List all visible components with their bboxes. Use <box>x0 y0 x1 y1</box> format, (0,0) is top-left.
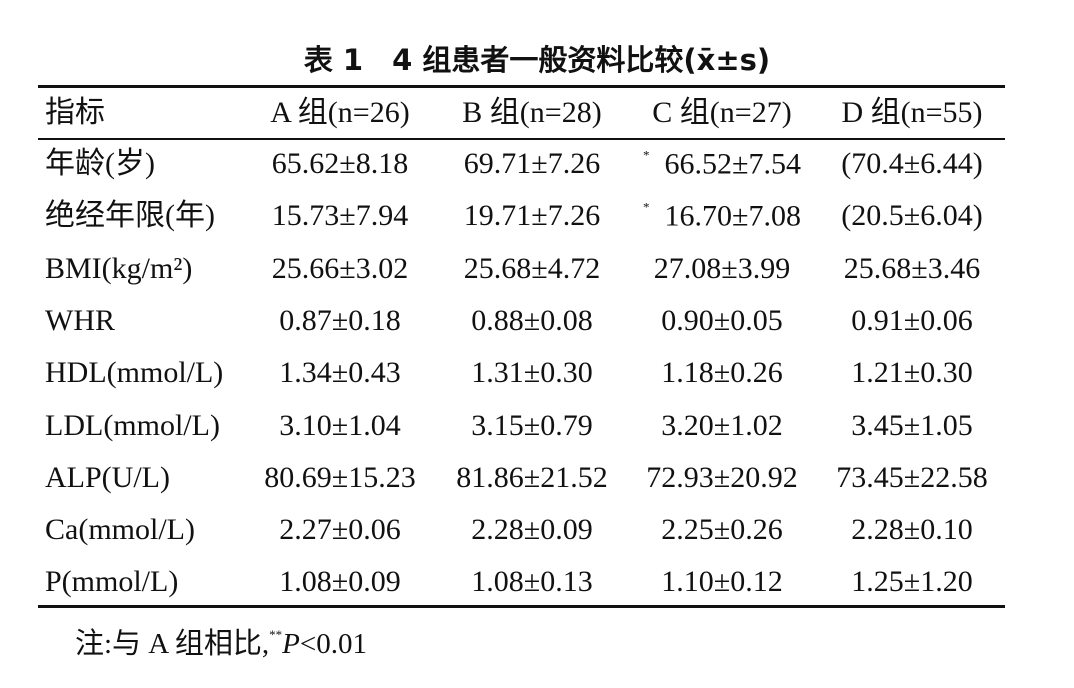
significance-mark: * <box>643 147 650 163</box>
data-cell: 3.10±1.04 <box>279 408 401 442</box>
cell-text: 16.70±7.08 <box>664 199 801 233</box>
row-label: P(mmol/L) <box>45 565 179 599</box>
table-note: 注:与 A 组相比,**P<0.01 <box>75 628 367 659</box>
data-cell: 25.68±4.72 <box>463 251 601 285</box>
header-cell: D 组(n=55) <box>841 96 983 129</box>
data-cell: 2.28±0.10 <box>851 513 973 547</box>
note-text: 注:与 A 组相比, <box>75 628 270 660</box>
header-cell: C 组(n=27) <box>652 96 792 129</box>
data-cell: 1.21±0.30 <box>851 356 973 390</box>
data-cell: 1.08±0.09 <box>279 565 401 599</box>
cell-gap <box>650 148 665 181</box>
data-cell: 3.20±1.02 <box>661 408 783 442</box>
data-cell: 73.45±22.58 <box>836 460 988 494</box>
data-cell: (70.4±6.44) <box>841 147 983 180</box>
data-cell: 0.88±0.08 <box>471 303 593 337</box>
row-label: ALP(U/L) <box>45 460 170 494</box>
data-cell: 15.73±7.94 <box>271 199 409 233</box>
header-cell: 指标 <box>45 96 105 129</box>
significance-mark: * <box>643 199 650 215</box>
note-sup: ** <box>269 627 283 642</box>
data-cell: 65.62±8.18 <box>271 147 409 180</box>
data-cell: 0.90±0.05 <box>661 303 783 337</box>
bottom-rule <box>38 605 1005 608</box>
data-cell: 69.71±7.26 <box>463 147 601 180</box>
row-label: 年龄(岁) <box>45 147 155 180</box>
data-cell: 19.71±7.26 <box>463 199 601 233</box>
row-label: BMI(kg/m²) <box>45 251 193 285</box>
data-cell: 1.31±0.30 <box>471 356 593 390</box>
data-cell: 80.69±15.23 <box>264 460 416 494</box>
cell-text: 66.52±7.54 <box>664 147 801 181</box>
note-p: P <box>282 628 300 660</box>
data-cell: 3.45±1.05 <box>851 408 973 442</box>
row-label: HDL(mmol/L) <box>45 356 224 390</box>
row-label: Ca(mmol/L) <box>45 513 195 547</box>
table-title: 表 1 4 组患者一般资料比较(x̄±s) <box>303 43 771 77</box>
data-cell: 1.08±0.13 <box>471 565 593 599</box>
data-cell: 1.10±0.12 <box>661 565 783 599</box>
header-rule <box>38 138 1005 140</box>
data-cell: 0.87±0.18 <box>279 303 401 337</box>
data-cell: 2.25±0.26 <box>661 513 783 547</box>
header-cell: A 组(n=26) <box>270 96 410 129</box>
top-rule <box>38 85 1005 88</box>
data-cell: 1.34±0.43 <box>279 356 401 390</box>
data-cell: 3.15±0.79 <box>471 408 593 442</box>
data-cell: 25.68±3.46 <box>843 251 981 285</box>
data-cell: 1.18±0.26 <box>661 356 783 390</box>
data-cell: (20.5±6.04) <box>841 199 983 233</box>
data-cell: * 16.70±7.08 <box>643 201 801 232</box>
row-label: WHR <box>45 303 115 337</box>
data-cell: 25.66±3.02 <box>271 251 409 285</box>
header-cell: B 组(n=28) <box>462 96 602 129</box>
row-label: LDL(mmol/L) <box>45 408 220 442</box>
data-cell: 2.27±0.06 <box>279 513 401 547</box>
row-label: 绝经年限(年) <box>45 199 215 233</box>
data-cell: 27.08±3.99 <box>653 251 791 285</box>
data-cell: * 66.52±7.54 <box>643 149 801 180</box>
note-text: <0.01 <box>299 628 367 660</box>
data-cell: 81.86±21.52 <box>456 460 608 494</box>
data-cell: 2.28±0.09 <box>471 513 593 547</box>
data-cell: 1.25±1.20 <box>851 565 973 599</box>
data-cell: 0.91±0.06 <box>851 303 973 337</box>
cell-gap <box>650 200 665 233</box>
data-cell: 72.93±20.92 <box>646 460 798 494</box>
